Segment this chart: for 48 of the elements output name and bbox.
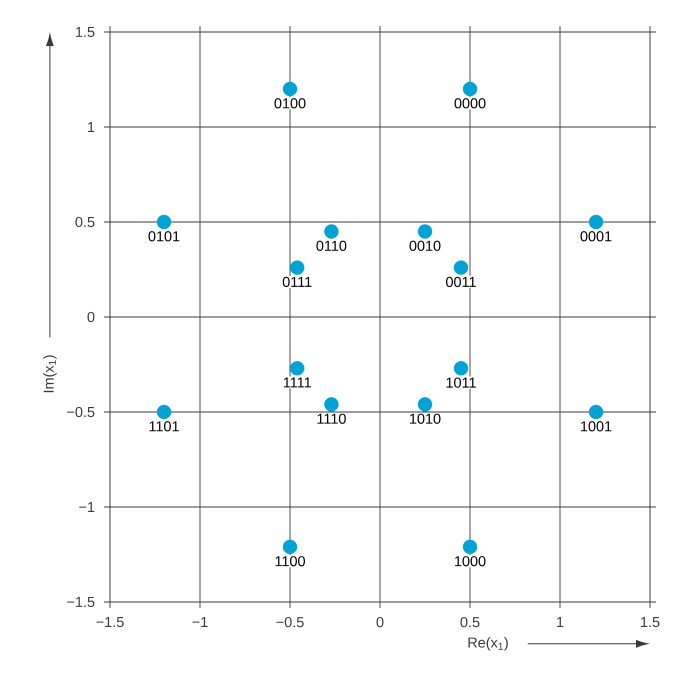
annotation: 0001 [580, 231, 612, 242]
annotation: 0101 [148, 231, 180, 242]
y-tick-label: 1 [88, 122, 94, 132]
annotation: 1110 [318, 414, 346, 424]
x-tick-label: 1.5 [641, 617, 660, 628]
annotation: 1010 [410, 414, 440, 424]
annotation: 0011 [446, 276, 476, 288]
point [588, 214, 604, 230]
point [454, 260, 468, 275]
point [282, 82, 298, 96]
point [462, 82, 478, 96]
y-tick-label: 0 [88, 312, 94, 322]
y-tick-label: −0.5 [67, 406, 94, 418]
point [462, 540, 478, 554]
point [418, 397, 432, 412]
point [324, 224, 339, 239]
point [324, 397, 339, 412]
point [156, 214, 172, 230]
x-tick-label: −0.5 [276, 617, 304, 628]
annotation: 1001 [581, 421, 612, 432]
annotation: 1011 [446, 377, 476, 388]
annotation: 0010 [410, 240, 440, 251]
annotation: 1100 [276, 556, 305, 566]
x-tick-label: 1 [557, 617, 564, 627]
annotation: 1101 [150, 421, 179, 432]
y-axis-title: Im(x$_{1}$) [43, 355, 57, 392]
point [418, 224, 432, 239]
x-tick-label: −1.5 [96, 617, 124, 628]
annotation: 0110 [316, 240, 346, 251]
annotation: 0100 [274, 98, 306, 108]
point [290, 260, 304, 275]
annotation: 1111 [284, 377, 311, 388]
y-tick-label: 1.5 [76, 26, 94, 38]
point [282, 540, 298, 554]
y-tick-label: 0.5 [75, 216, 94, 228]
point [588, 404, 604, 420]
x-tick-label: 0.5 [460, 617, 480, 628]
annotation: 0000 [454, 98, 486, 108]
y-tick-label: −1.5 [67, 596, 94, 608]
point [290, 361, 304, 376]
x-tick-label: 0 [376, 617, 384, 628]
point [454, 361, 468, 376]
annotation: 0111 [282, 276, 312, 288]
y-tick-label: −1 [79, 502, 94, 512]
point [156, 404, 172, 420]
x-tick-label: −1 [192, 617, 208, 627]
annotation: 1000 [455, 556, 486, 566]
x-axis-title: Re(x$_{1}$) [468, 637, 508, 651]
